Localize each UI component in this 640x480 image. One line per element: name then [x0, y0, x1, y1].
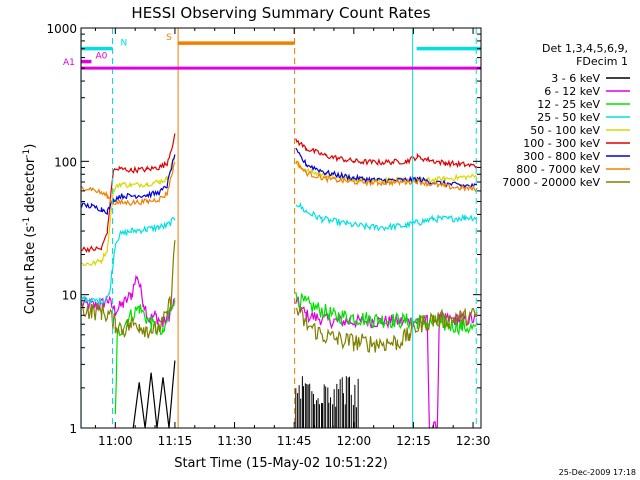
series-line-0 — [132, 360, 176, 428]
x-tick-label-5: 12:15 — [396, 434, 431, 448]
series-line-3 — [81, 202, 478, 307]
legend-header-1: FDecim 1 — [576, 55, 628, 68]
flags-layer: N S A0 A1 — [63, 33, 481, 70]
series-line-4 — [81, 156, 478, 267]
flag-label-A1: A1 — [63, 58, 75, 68]
legend-label-1: 6 - 12 keV — [544, 85, 600, 98]
flag-label-S: S — [166, 33, 172, 43]
legend-label-6: 300 - 800 keV — [523, 150, 600, 163]
legend-label-8: 7000 - 20000 keV — [502, 176, 600, 189]
y-tick-label-1: 10 — [62, 289, 77, 303]
y-axis-label-mid: detector — [23, 157, 38, 217]
legend-label-7: 800 - 7000 keV — [516, 163, 600, 176]
series-line-1 — [81, 274, 478, 428]
legend-label-2: 12 - 25 keV — [537, 98, 600, 111]
legend-label-0: 3 - 6 keV — [551, 72, 600, 85]
series-layer — [81, 133, 478, 428]
x-tick-label-1: 11:15 — [158, 434, 193, 448]
series-line-5 — [81, 133, 478, 254]
legend-header-0: Det 1,3,4,5,6,9, — [542, 42, 628, 55]
chart-title: HESSI Observing Summary Count Rates — [131, 4, 430, 22]
flag-label-N: N — [121, 39, 128, 49]
x-tick-label-4: 12:00 — [337, 434, 372, 448]
legend-label-5: 100 - 300 keV — [523, 137, 600, 150]
footer-timestamp: 25-Dec-2009 17:18 — [559, 468, 636, 477]
axes-layer: 11:00 11:15 11:30 11:45 12:00 12:15 12:30 1 10 10… — [46, 22, 490, 448]
x-tick-label-0: 11:00 — [98, 434, 133, 448]
series-line-7 — [81, 160, 478, 207]
x-axis-label: Start Time (15-May-02 10:51:22) — [174, 456, 388, 471]
series-line-8 — [81, 240, 478, 353]
series-spikes-3-6kev — [295, 376, 359, 428]
plot-frame — [80, 27, 482, 429]
y-axis-label-main: Count Rate (s — [23, 226, 38, 315]
y-tick-label-3: 1000 — [46, 22, 77, 36]
legend-label-3: 25 - 50 keV — [537, 111, 600, 124]
x-tick-label-2: 11:30 — [217, 434, 252, 448]
markers-layer — [80, 28, 477, 428]
flag-label-A0: A0 — [95, 52, 107, 62]
y-axis-label-sup1: -1 — [22, 217, 32, 226]
y-axis-label: Count Rate (s-1 detector-1) — [22, 144, 38, 315]
y-tick-label-2: 100 — [54, 155, 77, 169]
x-tick-label-6: 12:30 — [456, 434, 491, 448]
y-axis-label-sup2: -1 — [22, 149, 32, 158]
y-axis-label-end: ) — [23, 144, 38, 149]
y-tick-label-0: 1 — [69, 422, 77, 436]
x-tick-label-3: 11:45 — [277, 434, 312, 448]
legend-label-4: 50 - 100 keV — [530, 124, 600, 137]
